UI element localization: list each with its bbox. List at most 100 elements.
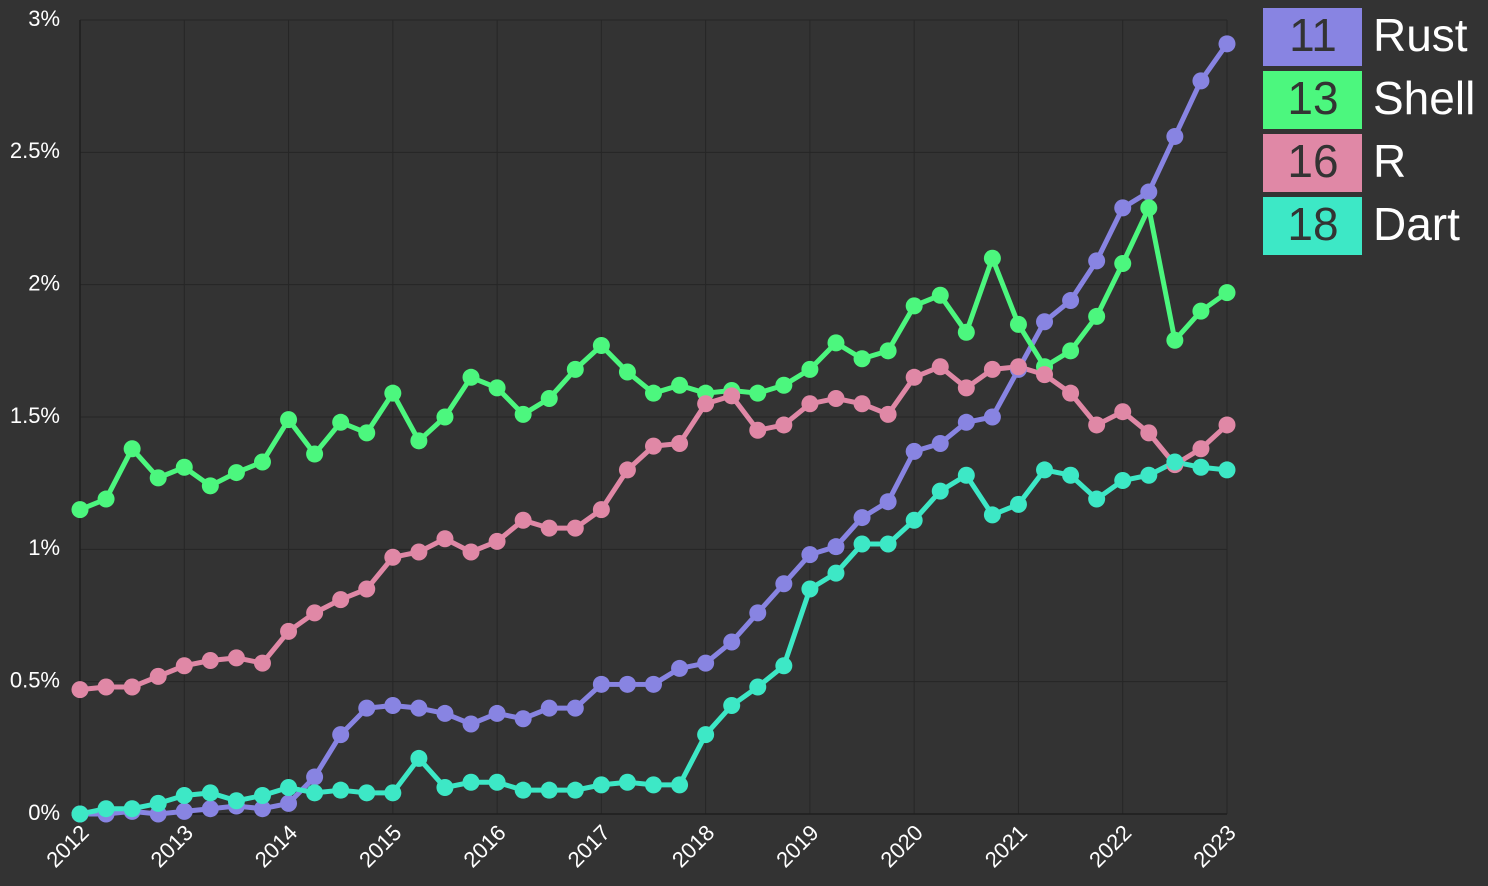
y-tick-label: 2% [28,270,60,295]
data-point [931,482,949,500]
data-point [957,379,975,397]
data-point [853,395,871,413]
data-point [645,437,662,455]
data-point [905,368,923,386]
data-point [801,580,819,598]
data-point [618,363,636,381]
legend-label: Shell [1373,72,1475,124]
data-point [566,781,584,799]
data-point [592,337,610,355]
data-point [931,286,949,304]
data-point [1140,466,1158,484]
data-point [723,696,741,714]
series-line [80,42,1230,817]
data-point [97,800,115,818]
data-point [1192,302,1210,320]
data-point [488,773,506,791]
data-point [957,323,975,341]
data-point [253,654,271,672]
data-point [358,699,376,717]
data-point [671,376,689,394]
data-point [462,368,480,386]
data-point [1088,307,1106,325]
data-point [905,297,923,315]
data-point [384,548,402,566]
data-point [253,453,271,471]
data-point [905,442,923,460]
data-point [566,360,584,378]
data-point [71,681,89,699]
data-point [749,421,767,439]
legend-rank: 13 [1287,72,1338,124]
y-tick-label: 2.5% [10,138,60,163]
series-line [79,459,1228,817]
x-tick-label: 2016 [458,820,510,872]
data-point [879,493,897,511]
data-point [123,678,141,696]
y-tick-label: 1% [28,535,60,560]
data-point [280,794,298,812]
data-point [827,538,845,556]
data-point [306,768,324,786]
data-point [332,781,350,799]
data-point [253,800,271,818]
data-point [1218,35,1236,53]
data-point [514,511,532,529]
data-point [175,458,193,476]
data-point [645,384,662,402]
data-point [227,464,245,482]
x-tick-label: 2019 [771,820,823,872]
data-point [1140,199,1158,217]
data-point [149,794,167,812]
data-point [775,657,793,675]
data-point [384,384,402,402]
data-point [280,411,298,429]
data-point [983,506,1001,524]
legend-rank: 11 [1289,9,1337,61]
y-tick-label: 3% [28,6,60,31]
data-point [540,781,558,799]
x-tick-label: 2022 [1084,820,1136,872]
data-point [462,715,480,733]
data-point [566,699,584,717]
data-point [957,466,975,484]
legend-rank: 16 [1287,135,1338,187]
data-point [749,604,767,622]
data-point [566,519,584,537]
data-point [592,675,610,693]
data-point [645,675,662,693]
data-point [671,434,689,452]
data-point [618,773,636,791]
data-point [931,434,949,452]
data-point [175,786,193,804]
data-point [671,776,689,794]
data-point [436,779,454,797]
data-point [618,675,636,693]
legend-rank: 18 [1287,198,1338,250]
data-point [1088,416,1106,434]
data-point [462,773,480,791]
data-point [410,543,428,561]
data-point [175,657,193,675]
data-point [71,805,89,823]
data-point [592,501,610,519]
data-point [410,749,428,767]
data-point [306,784,324,802]
legend-swatch [1263,8,1362,66]
data-point [1036,366,1054,384]
data-point [123,800,141,818]
data-point [280,779,298,797]
data-point [201,784,219,802]
data-point [1114,199,1132,217]
data-point [1218,461,1236,479]
data-point [697,395,715,413]
data-point [306,445,324,463]
data-point [1114,403,1132,421]
data-point [358,580,376,598]
data-point [71,501,89,519]
data-point [853,509,871,527]
data-point [1062,384,1080,402]
data-point [879,342,897,360]
data-point [540,699,558,717]
